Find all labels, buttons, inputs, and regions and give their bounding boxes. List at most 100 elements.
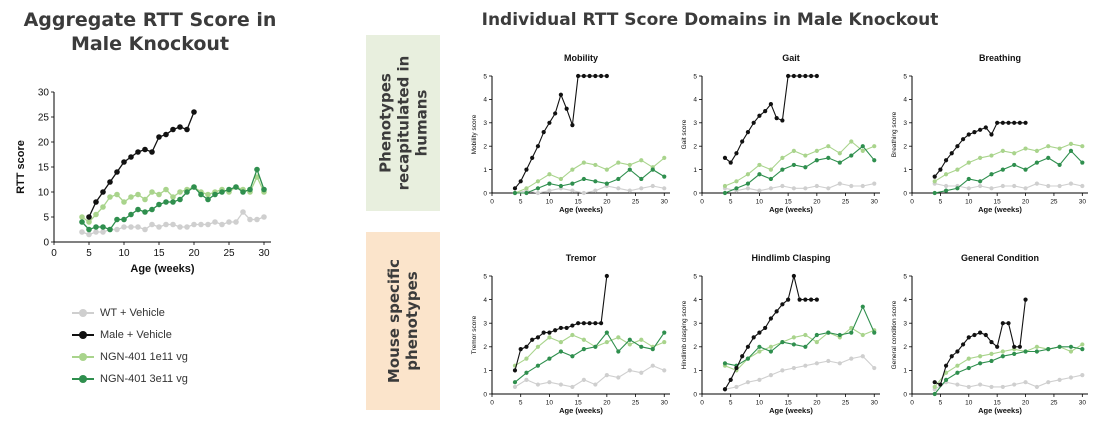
x-axis-label: Age (weeks) — [559, 406, 603, 415]
data-point-male — [547, 120, 552, 125]
data-point-male — [535, 335, 541, 340]
data-point-male — [518, 347, 523, 352]
data-point-ngn1 — [524, 356, 529, 361]
data-point-ngn3 — [932, 190, 937, 196]
data-point-ngn1 — [662, 339, 667, 345]
x-axis-label: Age (weeks) — [559, 205, 603, 214]
x-tick-label: 20 — [603, 199, 611, 206]
y-tick-label: 2 — [903, 344, 907, 351]
x-tick-label: 25 — [632, 199, 640, 206]
data-point-male — [107, 179, 113, 185]
aggregate-chart-title: Aggregate RTT Score in Male Knockout — [0, 8, 300, 56]
data-point-male — [938, 167, 943, 172]
data-point-male — [587, 321, 592, 326]
data-point-male — [576, 73, 581, 79]
data-point-ngn1 — [604, 167, 609, 172]
series-line-male — [724, 75, 817, 164]
data-point-ngn1 — [814, 148, 819, 153]
data-point-ngn3 — [650, 347, 655, 352]
data-point-ngn3 — [570, 181, 575, 186]
data-point-ngn3 — [803, 344, 808, 349]
data-point-ngn3 — [616, 176, 621, 182]
data-point-ngn3 — [860, 304, 865, 309]
data-point-ngn3 — [1068, 148, 1074, 153]
data-point-ngn1 — [535, 179, 541, 184]
y-tick-label: 3 — [693, 320, 697, 327]
y-tick-label: 5 — [483, 273, 487, 280]
data-point-wt — [791, 365, 796, 371]
data-point-male — [1012, 120, 1017, 125]
x-tick-label: 10 — [965, 400, 973, 407]
legend-marker-ngn1 — [72, 352, 94, 362]
data-point-ngn3 — [558, 349, 564, 354]
chart-title: Tremor — [566, 253, 597, 263]
data-point-male — [983, 125, 988, 130]
data-point-wt — [1000, 384, 1005, 390]
data-point-ngn1 — [780, 155, 785, 160]
data-point-male — [797, 73, 802, 79]
data-point-wt — [1034, 181, 1040, 186]
x-tick-label: 30 — [871, 199, 879, 206]
chart-aggregate: 0 5 10 15 20 25 30 0 5 10 15 20 25 30 Age (weeks) RTT s… — [15, 88, 271, 275]
data-point-male — [763, 325, 768, 331]
x-tick-label: 0 — [700, 400, 704, 407]
data-point-wt — [535, 382, 541, 387]
data-point-ngn3 — [1080, 160, 1085, 165]
data-point-male — [791, 273, 796, 279]
data-point-ngn1 — [955, 363, 960, 368]
y-tick-label: 1 — [693, 368, 697, 375]
data-point-male — [786, 73, 791, 79]
data-point-ngn1 — [826, 144, 831, 149]
data-point-wt — [803, 186, 808, 191]
data-point-wt — [627, 368, 632, 373]
data-point-ngn1 — [93, 211, 99, 218]
data-point-wt — [734, 384, 739, 390]
legend-item-wt: WT + Vehicle — [72, 302, 188, 324]
data-point-ngn1 — [177, 189, 183, 195]
data-point-ngn3 — [814, 332, 819, 338]
data-point-wt — [198, 221, 204, 228]
data-point-ngn1 — [932, 179, 937, 184]
data-point-ngn1 — [639, 158, 644, 163]
data-point-male — [1017, 120, 1022, 125]
x-tick-label: 25 — [1050, 400, 1058, 407]
data-point-ngn1 — [639, 337, 644, 342]
data-point-male — [803, 73, 808, 79]
data-point-ngn3 — [1046, 347, 1051, 352]
legend-marker-ngn3 — [72, 374, 94, 384]
data-point-wt — [814, 361, 819, 366]
data-point-wt — [226, 219, 232, 225]
data-point-ngn3 — [240, 189, 246, 195]
x-tick-label: 5 — [729, 199, 733, 206]
data-point-male — [191, 109, 197, 115]
data-point-wt — [837, 361, 842, 366]
x-tick-label: 30 — [1079, 400, 1087, 407]
data-point-ngn3 — [826, 155, 831, 160]
data-point-male — [943, 363, 949, 368]
chart-title: Mobility — [564, 53, 598, 63]
data-point-male — [722, 387, 728, 392]
data-point-wt — [1057, 183, 1062, 189]
data-point-ngn1 — [745, 172, 751, 177]
data-point-male — [593, 73, 598, 79]
data-point-ngn3 — [535, 186, 541, 191]
data-point-male — [1023, 120, 1028, 125]
data-point-ngn1 — [1000, 148, 1005, 153]
data-point-ngn3 — [978, 361, 983, 366]
chart-gait: 0 1 2 3 4 5 0 5 10 15 20 25 30 Age (weeks) Gait score G… — [681, 53, 880, 214]
data-point-ngn1 — [1023, 146, 1028, 151]
data-point-ngn3 — [826, 330, 831, 335]
data-point-wt — [593, 188, 598, 193]
data-point-ngn1 — [1068, 141, 1074, 146]
data-point-male — [780, 118, 785, 123]
data-point-male — [1000, 120, 1005, 125]
data-point-ngn1 — [135, 191, 141, 198]
data-point-male — [751, 335, 756, 340]
data-point-male — [972, 130, 977, 135]
y-tick-label: 2 — [693, 143, 697, 150]
data-point-male — [780, 302, 785, 307]
data-point-ngn3 — [837, 332, 842, 338]
data-point-male — [518, 179, 523, 184]
data-point-male — [553, 328, 558, 333]
